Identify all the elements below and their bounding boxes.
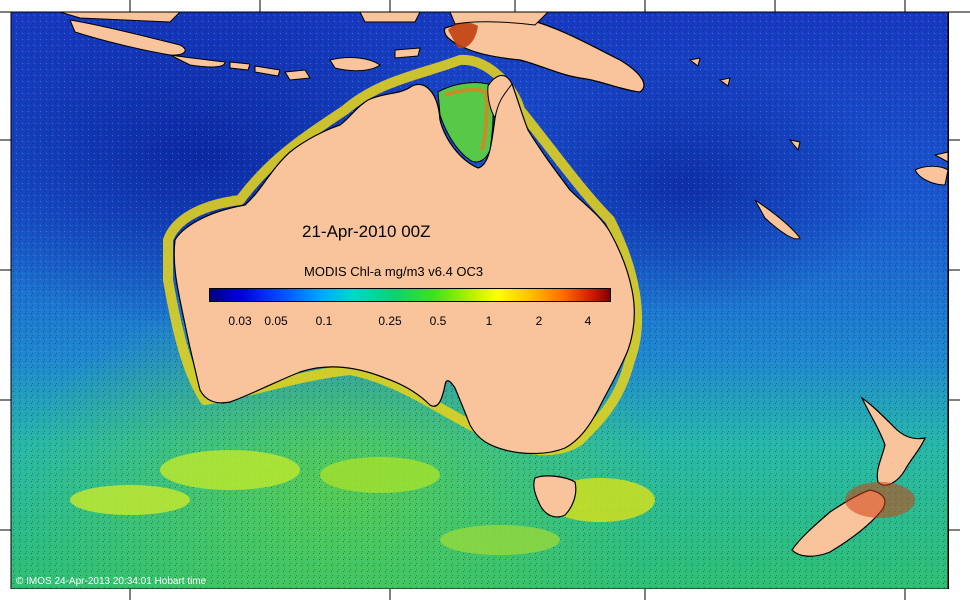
new-zealand-north-land — [860, 396, 926, 486]
coastal-chl-rim — [163, 54, 643, 456]
cape-york — [487, 75, 513, 120]
colorbar-tick-label: 4 — [584, 314, 592, 328]
colorbar-tick-label: 0.05 — [264, 314, 288, 328]
australia-land — [173, 83, 635, 455]
colorbar-tick-label: 0.1 — [315, 314, 333, 328]
colorbar-tick-label: 0.5 — [429, 314, 447, 328]
colorbar-tick-label: 2 — [535, 314, 543, 328]
date-label: 21-Apr-2010 00Z — [302, 222, 431, 241]
pacific-islands — [688, 57, 949, 240]
colorbar-tick-label: 0.03 — [228, 314, 252, 328]
tasmania-land — [533, 475, 577, 518]
copyright-credit: © IMOS 24-Apr-2013 20:34:01 Hobart time — [16, 576, 207, 587]
colorbar — [209, 288, 611, 302]
colorbar-title: MODIS Chl-a mg/m3 v6.4 OC3 — [304, 264, 484, 279]
gulf-of-carpentaria — [437, 82, 494, 163]
bloom-patches — [70, 450, 655, 555]
colorbar-tick-label: 0.25 — [378, 314, 402, 328]
colorbar-tick-label: 1 — [485, 314, 493, 328]
